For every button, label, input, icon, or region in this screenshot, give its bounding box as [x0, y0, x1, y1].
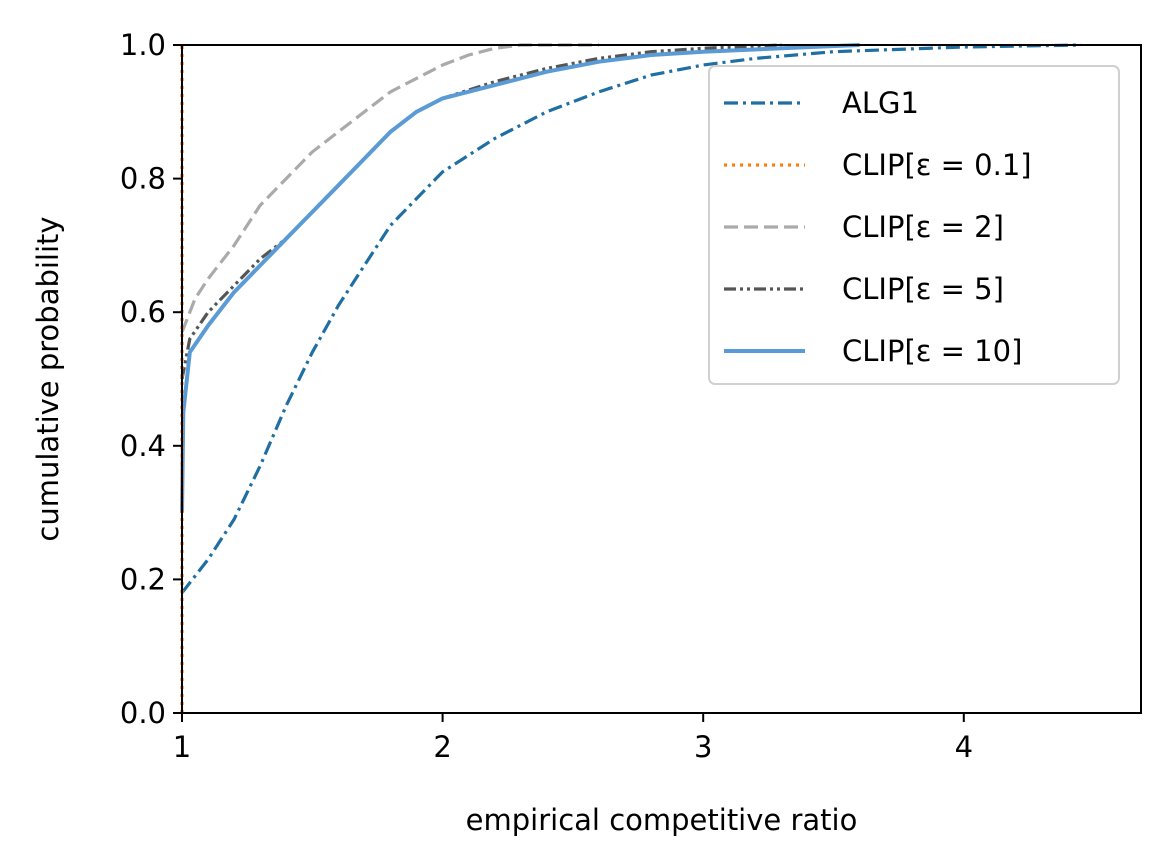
legend-box: [708, 65, 1120, 385]
y-tick-label: 0.0: [120, 696, 166, 730]
legend-label-3: CLIP[ε = 5]: [842, 272, 1004, 306]
legend-label-2: CLIP[ε = 2]: [842, 210, 1004, 244]
y-tick-label: 0.6: [120, 295, 166, 329]
plot-frame: [181, 44, 1142, 714]
x-axis-label: empirical competitive ratio: [466, 803, 858, 837]
y-axis-label: cumulative probability: [31, 216, 65, 541]
legend-label-0: ALG1: [842, 86, 919, 120]
legend-label-4: CLIP[ε = 10]: [842, 334, 1022, 368]
y-axis: 0.0 0.2 0.4 0.6 0.8 1.0: [120, 28, 182, 730]
plot-area: [180, 43, 1082, 713]
legend: ALG1 CLIP[ε = 0.1] CLIP[ε = 2] CLIP[ε = 5] C…: [708, 65, 1120, 385]
x-tick-label: 1: [173, 730, 191, 764]
series-line-4: [180, 43, 860, 513]
legend-label-1: CLIP[ε = 0.1]: [842, 148, 1032, 182]
series-line-2: [180, 43, 599, 333]
y-tick-label: 0.8: [120, 162, 166, 196]
series-line-3: [180, 43, 782, 380]
x-axis: 1 2 3 4: [173, 713, 973, 764]
y-tick-label: 1.0: [120, 28, 166, 62]
x-tick-label: 2: [433, 730, 451, 764]
series-line-0: [180, 43, 1082, 594]
y-tick-label: 0.4: [120, 429, 166, 463]
x-tick-label: 4: [955, 730, 973, 764]
y-tick-label: 0.2: [120, 562, 166, 596]
x-tick-label: 3: [694, 730, 712, 764]
